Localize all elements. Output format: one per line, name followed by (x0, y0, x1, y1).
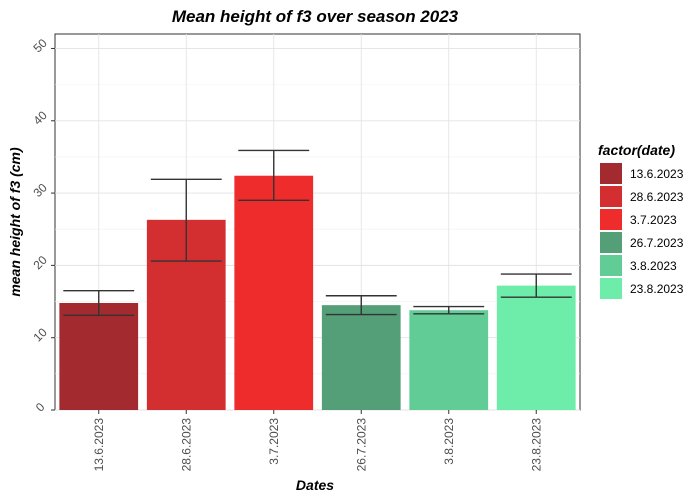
y-tick-label: 30 (30, 180, 50, 200)
legend-key-13.6.2023 (600, 163, 622, 184)
x-tick-label: 13.6.2023 (92, 418, 106, 472)
y-tick-label: 10 (30, 325, 50, 345)
legend-title: factor(date) (598, 142, 675, 158)
legend-key-3.8.2023 (600, 255, 622, 276)
x-tick-label: 26.7.2023 (354, 418, 368, 472)
legend-label: 3.8.2023 (630, 259, 677, 273)
x-tick-label: 3.8.2023 (442, 418, 456, 465)
x-tick-label: 23.8.2023 (529, 418, 543, 472)
y-tick-label: 40 (30, 108, 50, 128)
legend-label: 26.7.2023 (630, 236, 684, 250)
x-axis: 13.6.2023 28.6.2023 3.7.2023 26.7.2023 3.8.2… (92, 410, 543, 472)
legend-label: 3.7.2023 (630, 213, 677, 227)
legend-key-28.6.2023 (600, 186, 622, 207)
legend-label: 23.8.2023 (630, 282, 684, 296)
bars (59, 175, 576, 410)
error-bars (63, 149, 572, 316)
y-tick-label: 20 (30, 253, 50, 273)
legend-key-26.7.2023 (600, 232, 622, 253)
y-axis-title: mean height of f3 (cm) (7, 147, 23, 297)
y-tick-label: 0 (33, 400, 48, 415)
chart-title: Mean height of f3 over season 2023 (172, 7, 459, 26)
bar-23.8.2023 (496, 285, 576, 410)
bar-3.8.2023 (409, 310, 489, 410)
grid-lines (55, 34, 580, 411)
legend-label: 28.6.2023 (630, 190, 684, 204)
y-tick-label: 50 (30, 36, 50, 56)
legend-label: 13.6.2023 (630, 167, 684, 181)
y-axis: 0 10 20 30 40 50 (30, 36, 55, 415)
bar-3.7.2023 (234, 175, 314, 410)
legend-key-23.8.2023 (600, 278, 622, 299)
x-tick-label: 3.7.2023 (267, 418, 281, 465)
x-tick-label: 28.6.2023 (179, 418, 193, 472)
legend: factor(date) 13.6.2023 28.6.2023 3.7.2023 2… (598, 142, 684, 299)
bar-13.6.2023 (59, 302, 139, 410)
bar-26.7.2023 (321, 305, 401, 410)
plot-panel (54, 33, 581, 411)
x-axis-title: Dates (296, 477, 334, 493)
legend-key-3.7.2023 (600, 209, 622, 230)
